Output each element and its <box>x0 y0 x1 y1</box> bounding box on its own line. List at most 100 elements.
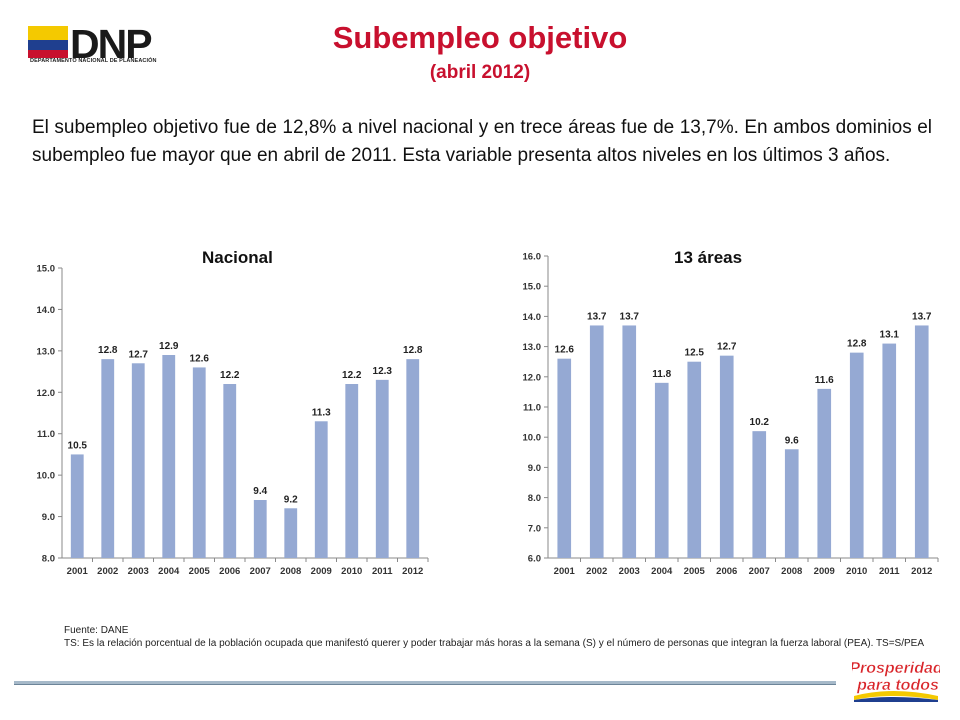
bar <box>687 362 701 558</box>
bar <box>785 449 799 558</box>
chart-title-nacional: Nacional <box>202 248 273 268</box>
prosperidad-badge: Prosperidad para todos <box>852 656 940 702</box>
y-tick-label: 15.0 <box>37 264 56 275</box>
footer-divider <box>14 681 836 685</box>
bar <box>315 421 328 558</box>
x-tick-label: 2005 <box>189 566 211 577</box>
data-label: 11.6 <box>815 375 834 386</box>
bar <box>193 367 206 558</box>
data-label: 9.4 <box>253 486 267 497</box>
definition-note: TS: Es la relación porcentual de la pobl… <box>64 637 944 650</box>
chart-nacional: Nacional 8.0 9.0 10.0 11.0 12.0 13.0 14.0 15.0 1… <box>20 246 440 592</box>
data-label: 12.5 <box>685 348 705 359</box>
data-label: 13.7 <box>587 311 607 322</box>
y-tick-label: 10.0 <box>37 471 56 482</box>
bar <box>655 383 669 558</box>
bar <box>817 389 831 558</box>
x-tick-label: 2001 <box>67 566 89 577</box>
data-label: 12.7 <box>717 342 737 353</box>
x-tick-label: 2003 <box>128 566 149 577</box>
data-label: 10.5 <box>68 440 88 451</box>
y-tick-label: 15.0 <box>523 282 542 293</box>
y-tick-label: 8.0 <box>42 554 55 565</box>
chart-svg-13-areas: 6.0 7.0 8.0 9.0 10.0 11.0 12.0 13.0 14.0 15.0 16.0… <box>518 246 938 592</box>
y-tick-label: 9.0 <box>42 512 55 523</box>
footer-notes: Fuente: DANE TS: Es la relación porcentu… <box>64 624 944 650</box>
x-tick-label: 2007 <box>250 566 271 577</box>
y-tick-label: 7.0 <box>528 523 541 534</box>
data-label: 12.8 <box>847 339 867 350</box>
bar <box>162 355 175 558</box>
x-tick-label: 2011 <box>879 566 900 577</box>
y-tick-label: 8.0 <box>528 493 541 504</box>
data-label: 12.6 <box>190 353 210 364</box>
bar <box>254 500 267 558</box>
bar <box>101 359 114 558</box>
x-tick-label: 2004 <box>158 566 180 577</box>
y-tick-label: 12.0 <box>37 388 56 399</box>
bar <box>406 359 419 558</box>
x-tick-label: 2012 <box>911 566 932 577</box>
bar <box>345 384 358 558</box>
x-tick-label: 2002 <box>586 566 607 577</box>
y-tick-label: 13.0 <box>37 346 56 357</box>
bar <box>622 325 636 558</box>
data-label: 12.2 <box>342 370 362 381</box>
data-label: 12.8 <box>98 345 118 356</box>
bar <box>132 363 145 558</box>
x-tick-label: 2004 <box>651 566 673 577</box>
data-label: 12.9 <box>159 341 179 352</box>
y-tick-label: 9.0 <box>528 463 541 474</box>
data-label: 10.2 <box>750 417 770 428</box>
x-tick-label: 2012 <box>402 566 423 577</box>
y-tick-label: 11.0 <box>523 403 541 414</box>
data-label: 12.6 <box>555 345 575 356</box>
chart-13-areas: 13 áreas 6.0 7.0 8.0 9.0 10.0 11.0 12.0 13.0 14.… <box>518 246 938 592</box>
bar <box>915 325 929 558</box>
bar <box>557 359 571 558</box>
summary-text: El subempleo objetivo fue de 12,8% a niv… <box>32 114 932 170</box>
bar <box>590 325 604 558</box>
data-label: 11.3 <box>312 407 331 418</box>
y-tick-label: 14.0 <box>37 305 56 316</box>
bar <box>376 380 389 558</box>
y-tick-label: 10.0 <box>523 433 542 444</box>
x-tick-label: 2008 <box>280 566 301 577</box>
x-tick-label: 2009 <box>311 566 332 577</box>
x-tick-label: 2003 <box>619 566 640 577</box>
bar <box>223 384 236 558</box>
page-subtitle: (abril 2012) <box>0 62 960 84</box>
y-tick-label: 16.0 <box>523 252 542 263</box>
x-tick-label: 2006 <box>219 566 240 577</box>
badge-line1: Prosperidad <box>852 660 940 677</box>
bar <box>284 508 297 558</box>
data-label: 9.2 <box>284 494 298 505</box>
data-label: 12.3 <box>373 366 393 377</box>
x-tick-label: 2001 <box>554 566 576 577</box>
x-tick-label: 2002 <box>97 566 118 577</box>
data-label: 13.7 <box>620 311 640 322</box>
x-tick-label: 2010 <box>341 566 362 577</box>
bar <box>882 344 896 558</box>
x-tick-label: 2006 <box>716 566 737 577</box>
bar <box>720 356 734 558</box>
bar <box>71 454 84 558</box>
data-label: 13.1 <box>880 330 900 341</box>
data-label: 13.7 <box>912 311 932 322</box>
chart-title-13-areas: 13 áreas <box>674 248 742 268</box>
source-note: Fuente: DANE <box>64 624 944 637</box>
y-tick-label: 13.0 <box>523 342 542 353</box>
data-label: 9.6 <box>785 435 799 446</box>
data-label: 12.2 <box>220 370 240 381</box>
y-tick-label: 14.0 <box>523 312 542 323</box>
data-label: 11.8 <box>652 369 671 380</box>
bar <box>850 353 864 558</box>
y-tick-label: 11.0 <box>37 429 55 440</box>
bar <box>752 431 766 558</box>
chart-svg-nacional: 8.0 9.0 10.0 11.0 12.0 13.0 14.0 15.0 10.5 2001 12… <box>20 246 440 592</box>
x-tick-label: 2009 <box>814 566 835 577</box>
x-tick-label: 2010 <box>846 566 867 577</box>
x-tick-label: 2008 <box>781 566 802 577</box>
y-tick-label: 12.0 <box>523 372 542 383</box>
data-label: 12.8 <box>403 345 423 356</box>
